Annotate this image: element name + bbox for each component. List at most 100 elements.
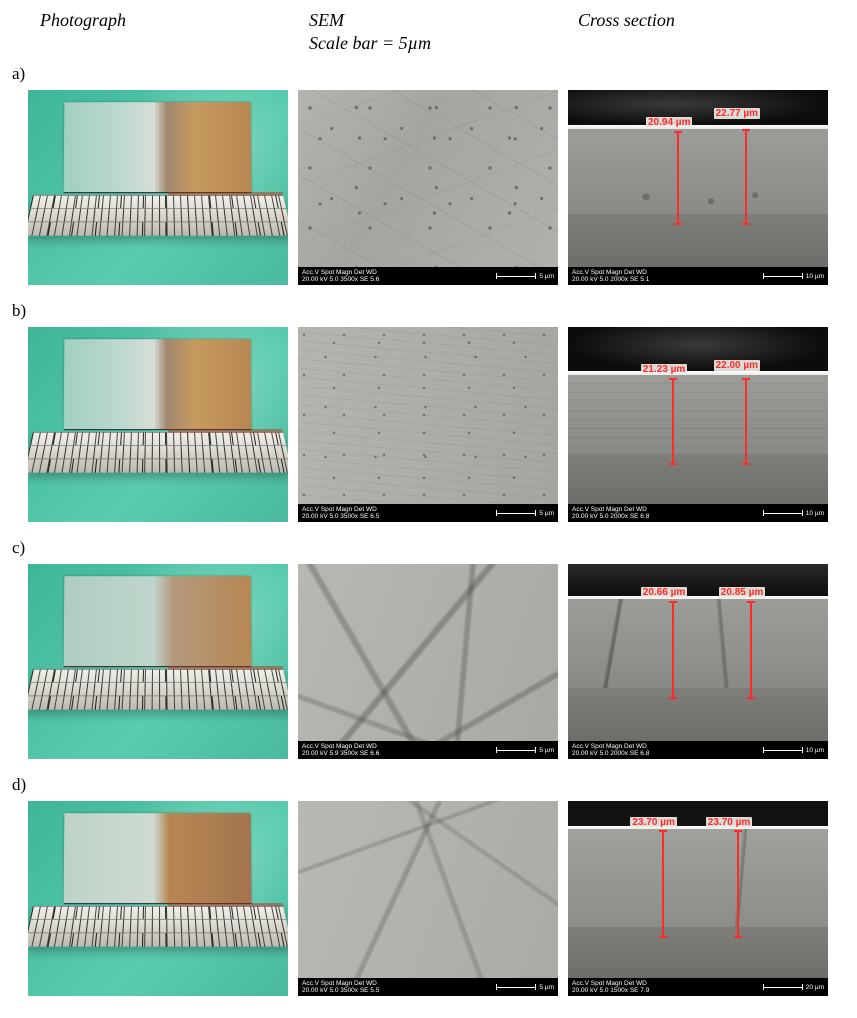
measurement-label: 20.66 µm xyxy=(641,587,687,598)
cs-layers xyxy=(568,90,828,267)
cs-infobar-text: Acc.V Spot Magn Det WD20.00 kV 5.0 2000x… xyxy=(572,506,649,520)
column-headers: Photograph SEM Scale bar = 5µm Cross sec… xyxy=(10,10,847,54)
cs-coating-layer xyxy=(568,599,828,688)
photograph-panel xyxy=(28,327,288,522)
measurement-label: 23.70 µm xyxy=(706,817,752,828)
cs-scalebar: 10 µm xyxy=(763,747,824,754)
cs-coating-layer xyxy=(568,375,828,455)
photograph-panel xyxy=(28,90,288,285)
cs-substrate xyxy=(568,927,828,978)
sem-scalebar-value: 5 µm xyxy=(539,273,554,280)
sem-infobar: Acc.V Spot Magn Det WD20.00 kV 5.0 3500x… xyxy=(298,978,558,996)
cs-substrate xyxy=(568,688,828,741)
sample-plate xyxy=(64,576,252,666)
cs-scalebar: 10 µm xyxy=(763,510,824,517)
cs-infobar: Acc.V Spot Magn Det WD20.00 kV 5.0 1500x… xyxy=(568,978,828,996)
cs-infobar: Acc.V Spot Magn Det WD20.00 kV 5.0 2000x… xyxy=(568,741,828,759)
header-sem-title: SEM xyxy=(309,10,578,31)
cs-scalebar: 10 µm xyxy=(763,273,824,280)
sem-texture xyxy=(298,564,558,741)
sem-infobar-line1: Acc.V Spot Magn Det WD20.00 kV 5.0 3500x… xyxy=(302,269,379,283)
figure-row: Acc.V Spot Magn Det WD20.00 kV 5.9 3500x… xyxy=(10,564,847,759)
cs-infobar: Acc.V Spot Magn Det WD20.00 kV 5.0 2000x… xyxy=(568,504,828,522)
sample-plate xyxy=(64,102,252,192)
cs-layers xyxy=(568,564,828,741)
measurement-line xyxy=(672,601,674,699)
measurement-label: 22.00 µm xyxy=(714,360,760,371)
row-label: a) xyxy=(10,60,847,90)
cross-section-panel: 20.66 µm20.85 µmAcc.V Spot Magn Det WD20… xyxy=(568,564,828,759)
cross-section-panel: 21.23 µm 22.00 µm Acc.V Spot Magn Det WD20… xyxy=(568,327,828,522)
cs-substrate xyxy=(568,214,828,267)
cross-section-panel: 23.70 µm 23.70 µm Acc.V Spot Magn Det WD20… xyxy=(568,801,828,996)
sem-infobar: Acc.V Spot Magn Det WD20.00 kV 5.0 3500x… xyxy=(298,267,558,285)
measurement-label: 20.94 µm xyxy=(646,117,692,128)
cs-infobar-text: Acc.V Spot Magn Det WD20.00 kV 5.0 2000x… xyxy=(572,743,649,757)
cs-scalebar-value: 10 µm xyxy=(806,510,824,517)
sem-scalebar: 5 µm xyxy=(496,984,554,991)
cs-infobar-text: Acc.V Spot Magn Det WD20.00 kV 5.0 1500x… xyxy=(572,980,649,994)
header-sem-sub: Scale bar = 5µm xyxy=(309,33,578,54)
measurement-line xyxy=(677,131,679,225)
measurement-line xyxy=(750,601,752,699)
photograph-panel xyxy=(28,801,288,996)
cs-coating-layer xyxy=(568,129,828,214)
sem-texture xyxy=(298,90,558,267)
sem-infobar-line1: Acc.V Spot Magn Det WD20.00 kV 5.9 3500x… xyxy=(302,743,379,757)
ruler xyxy=(28,195,288,235)
cross-section-panel: 20.94 µm 22.77 µm Acc.V Spot Magn Det WD20… xyxy=(568,90,828,285)
header-sem: SEM Scale bar = 5µm xyxy=(309,10,578,54)
cs-coating-layer xyxy=(568,829,828,926)
cs-scalebar-value: 10 µm xyxy=(806,273,824,280)
measurement-line xyxy=(672,378,674,466)
sem-scalebar-value: 5 µm xyxy=(539,747,554,754)
measurement-line xyxy=(745,378,747,466)
header-photograph: Photograph xyxy=(40,10,309,54)
ruler xyxy=(28,669,288,709)
figure-row: Acc.V Spot Magn Det WD20.00 kV 5.0 3500x… xyxy=(10,801,847,996)
measurement-line xyxy=(662,830,664,937)
cs-scalebar-value: 10 µm xyxy=(806,747,824,754)
measurement-label: 22.77 µm xyxy=(714,108,760,119)
measurement-line xyxy=(737,830,739,937)
cs-infobar-text: Acc.V Spot Magn Det WD20.00 kV 5.0 2000x… xyxy=(572,269,649,283)
photograph-panel xyxy=(28,564,288,759)
sem-panel: Acc.V Spot Magn Det WD20.00 kV 5.0 3500x… xyxy=(298,90,558,285)
sem-infobar: Acc.V Spot Magn Det WD20.00 kV 5.0 3500x… xyxy=(298,504,558,522)
row-label: d) xyxy=(10,771,847,801)
measurement-label: 23.70 µm xyxy=(630,817,676,828)
sample-plate xyxy=(64,339,252,429)
sem-scalebar: 5 µm xyxy=(496,273,554,280)
cs-mount-region xyxy=(568,327,828,371)
cs-substrate xyxy=(568,454,828,504)
cs-mount-region xyxy=(568,90,828,125)
sem-panel: Acc.V Spot Magn Det WD20.00 kV 5.0 3500x… xyxy=(298,801,558,996)
rows-container: a) Acc.V Spot Magn Det WD20.00 kV 5.0 350… xyxy=(10,60,847,996)
ruler xyxy=(28,906,288,946)
sem-infobar-line1: Acc.V Spot Magn Det WD20.00 kV 5.0 3500x… xyxy=(302,506,379,520)
cs-scalebar: 20 µm xyxy=(763,984,824,991)
sample-plate xyxy=(64,813,252,903)
row-label: c) xyxy=(10,534,847,564)
sem-scalebar: 5 µm xyxy=(496,747,554,754)
cs-layers xyxy=(568,801,828,978)
cs-mount-region xyxy=(568,564,828,596)
sem-scalebar-value: 5 µm xyxy=(539,984,554,991)
measurement-line xyxy=(745,129,747,225)
sem-texture xyxy=(298,801,558,978)
sem-infobar-line1: Acc.V Spot Magn Det WD20.00 kV 5.0 3500x… xyxy=(302,980,379,994)
row-label: b) xyxy=(10,297,847,327)
sem-panel: Acc.V Spot Magn Det WD20.00 kV 5.0 3500x… xyxy=(298,327,558,522)
cs-infobar: Acc.V Spot Magn Det WD20.00 kV 5.0 2000x… xyxy=(568,267,828,285)
figure-row: Acc.V Spot Magn Det WD20.00 kV 5.0 3500x… xyxy=(10,90,847,285)
sem-scalebar: 5 µm xyxy=(496,510,554,517)
sem-texture xyxy=(298,327,558,504)
sem-infobar: Acc.V Spot Magn Det WD20.00 kV 5.9 3500x… xyxy=(298,741,558,759)
cs-layers xyxy=(568,327,828,504)
sem-panel: Acc.V Spot Magn Det WD20.00 kV 5.9 3500x… xyxy=(298,564,558,759)
cs-mount-region xyxy=(568,801,828,826)
measurement-label: 21.23 µm xyxy=(641,364,687,375)
header-cross-section: Cross section xyxy=(578,10,847,54)
figure-row: Acc.V Spot Magn Det WD20.00 kV 5.0 3500x… xyxy=(10,327,847,522)
ruler xyxy=(28,432,288,472)
